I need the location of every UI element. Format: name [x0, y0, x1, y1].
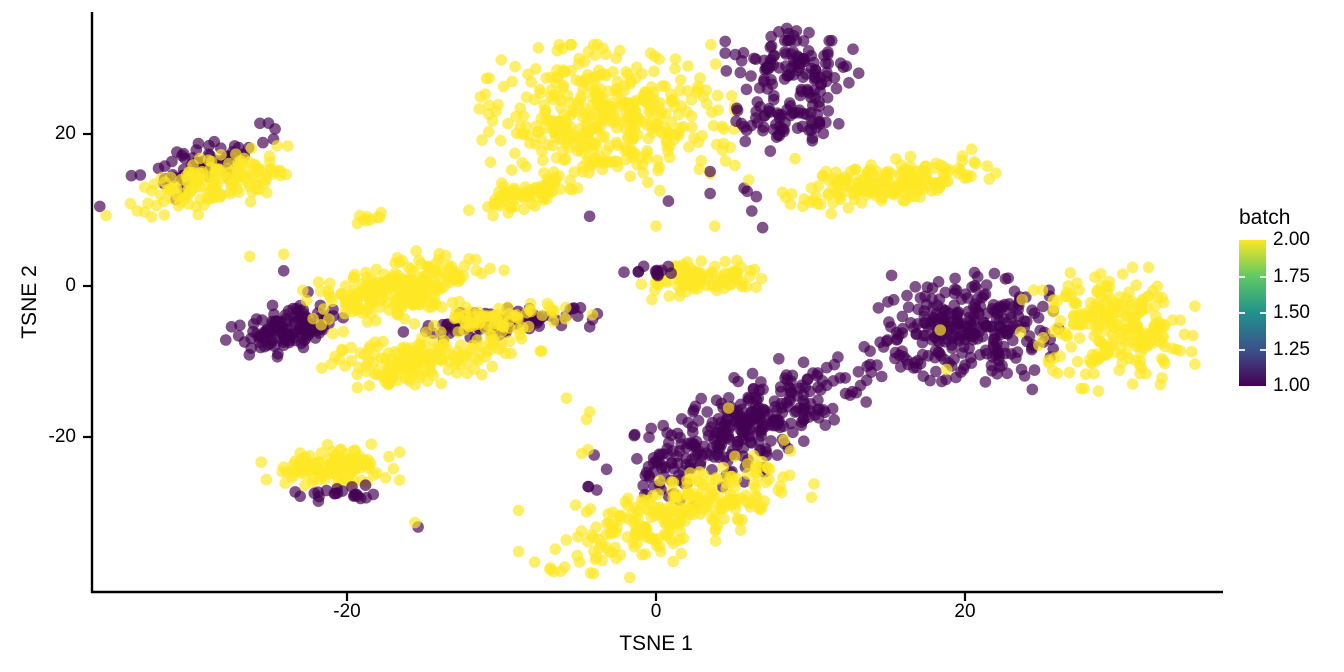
- x-tick-label: 20: [954, 601, 976, 622]
- scatter-points-layer: [94, 22, 1201, 584]
- y-axis-title: TSNE 2: [18, 265, 41, 339]
- legend-tick-label: 1.50: [1273, 302, 1310, 323]
- legend-title: batch: [1239, 206, 1291, 229]
- y-tick-label: -20: [48, 426, 76, 447]
- legend-tick-label: 2.00: [1273, 229, 1310, 250]
- x-tick-label: 0: [650, 601, 662, 622]
- legend-tick-label: 1.00: [1273, 375, 1310, 396]
- legend-colorbar-gradient: [1239, 240, 1266, 386]
- y-tick-label: 0: [65, 275, 76, 296]
- x-axis-title: TSNE 1: [619, 632, 693, 655]
- axis-tick-marks: [83, 132, 967, 601]
- legend-tick-label: 1.75: [1273, 265, 1310, 287]
- x-tick-label: -20: [333, 601, 361, 622]
- legend: batch 2.00 1.75 1.50 1.25 1.00: [1237, 206, 1310, 396]
- y-tick-label: 20: [54, 123, 76, 144]
- legend-tick-label: 1.25: [1273, 338, 1310, 360]
- legend-tick-labels: 2.00 1.75 1.50 1.25 1.00: [1273, 229, 1333, 396]
